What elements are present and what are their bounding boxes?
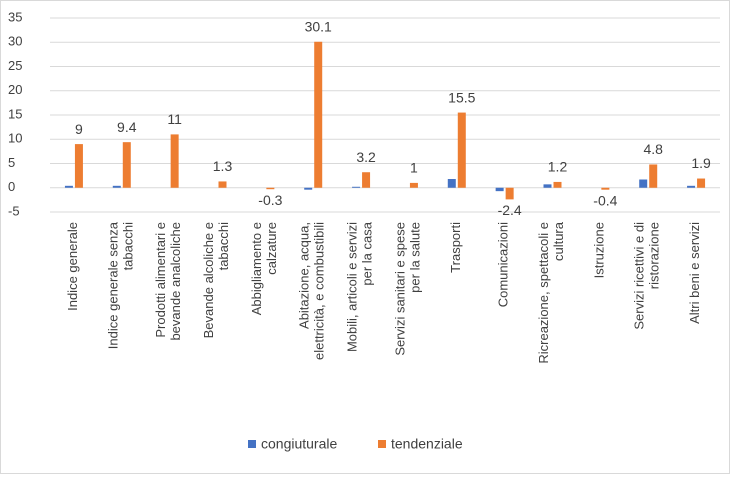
x-tick-label: Indice generale — [65, 222, 80, 311]
bar — [314, 41, 323, 188]
y-tick-label: 10 — [8, 131, 22, 146]
x-tick-label: Mobili, articoli e serviziper la casa — [345, 221, 375, 352]
data-label: 1.9 — [691, 155, 711, 171]
data-label: -0.3 — [258, 192, 282, 208]
data-label: 4.8 — [643, 141, 663, 157]
data-label: 1.2 — [548, 159, 568, 175]
x-tick-label: Servizi ricettivi e diristorazione — [632, 222, 662, 330]
bar — [687, 185, 696, 188]
x-tick-label: Abitazione, acqua,elettricità, e combust… — [297, 222, 327, 360]
bar — [266, 187, 275, 190]
bar — [553, 181, 562, 188]
data-label: 3.2 — [356, 149, 376, 165]
bar — [218, 181, 227, 188]
data-label: -0.4 — [593, 192, 617, 208]
x-tick-label: Comunicazioni — [496, 222, 511, 307]
x-tick-label: Indice generale senzatabacchi — [106, 221, 136, 349]
bar — [495, 187, 504, 192]
bar — [304, 187, 313, 190]
data-label: 15.5 — [448, 89, 475, 105]
y-tick-label: 15 — [8, 106, 22, 121]
bar — [112, 185, 121, 188]
data-label: 11 — [167, 111, 182, 127]
x-tick-label: Altri beni e servizi — [688, 222, 703, 324]
bar — [170, 134, 179, 188]
legend-swatch — [378, 440, 386, 448]
x-tick-label: Trasporti — [448, 222, 463, 273]
y-tick-label: 25 — [8, 58, 22, 73]
data-label: 30.1 — [305, 18, 332, 34]
x-tick-label: Istruzione — [592, 222, 607, 278]
y-tick-label: 0 — [8, 179, 15, 194]
x-tick-label: Bevande alcoliche etabacchi — [201, 222, 231, 338]
data-label: 1 — [410, 160, 418, 176]
x-tick-label: Prodotti alimentari ebevande analcoliche — [154, 222, 184, 341]
y-tick-label: 5 — [8, 155, 15, 170]
bar — [457, 112, 466, 188]
bar — [601, 187, 610, 190]
x-tick-label: Abbigliamento ecalzature — [249, 222, 279, 315]
bar — [505, 187, 514, 200]
data-label: 9 — [75, 121, 83, 137]
data-label: 9.4 — [117, 119, 137, 135]
y-tick-label: 35 — [8, 9, 22, 24]
bar — [697, 178, 706, 188]
y-tick-label: -5 — [8, 203, 20, 218]
bar — [74, 144, 83, 188]
legend-swatch — [248, 440, 256, 448]
data-label: -2.4 — [498, 202, 522, 218]
bar — [362, 172, 371, 188]
x-tick-label: Servizi sanitari e speseper la salute — [393, 222, 423, 356]
bar — [543, 184, 552, 188]
legend-label: tendenziale — [391, 436, 463, 452]
bar — [639, 179, 648, 188]
bar — [352, 186, 361, 188]
y-tick-label: 30 — [8, 34, 22, 49]
bar — [64, 185, 73, 188]
bar — [447, 179, 456, 188]
legend-label: congiuturale — [261, 436, 337, 452]
bar — [409, 182, 418, 188]
bar — [122, 142, 131, 188]
y-tick-label: 20 — [8, 82, 22, 97]
data-label: 1.3 — [213, 158, 233, 174]
x-tick-label: Ricreazione, spettacoli ecultura — [536, 221, 566, 363]
bar — [649, 164, 658, 188]
